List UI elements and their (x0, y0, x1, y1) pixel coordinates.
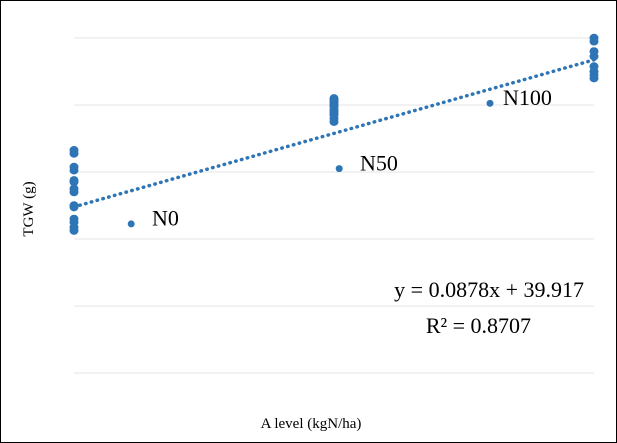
data-point (69, 177, 79, 187)
data-point (329, 117, 339, 126)
data-point (589, 52, 599, 61)
annotation-layer: N0 N50 N100 (127, 85, 552, 231)
data-point (69, 187, 79, 197)
data-point (69, 166, 79, 175)
trendline (72, 58, 596, 209)
data-points (69, 33, 599, 235)
r-squared-label: R² = 0.8707 (426, 313, 531, 338)
annotation-label: N50 (360, 150, 398, 175)
trendline-layer (72, 58, 596, 209)
data-point (589, 74, 599, 83)
data-point (589, 37, 599, 46)
data-point (69, 226, 79, 235)
annotation-marker (335, 165, 343, 173)
annotation-marker (127, 220, 135, 228)
x-axis-label: A level (kgN/ha) (261, 416, 362, 432)
annotation-label: N100 (503, 85, 552, 110)
trendline-equation: y = 0.0878x + 39.917 (394, 277, 584, 302)
data-point (69, 202, 79, 212)
data-point (69, 149, 79, 158)
y-axis-label: TGW (g) (21, 181, 37, 236)
annotation-label: N0 (152, 206, 179, 231)
annotation-marker (486, 99, 494, 107)
